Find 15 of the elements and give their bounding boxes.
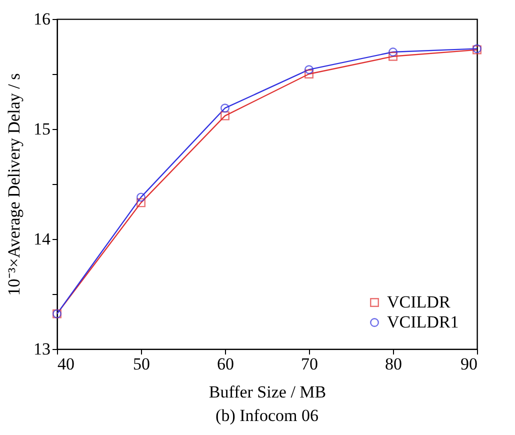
x-tick-label: 50 — [133, 354, 150, 374]
y-tick-label: 16 — [34, 10, 50, 28]
legend-label: VCILDR1 — [387, 312, 459, 332]
x-axis-title: Buffer Size / MB — [208, 382, 326, 402]
x-tick-label: 40 — [58, 354, 74, 374]
x-tick-label: 60 — [217, 354, 234, 374]
y-tick-label: 13 — [34, 340, 50, 358]
y-tick-label: 15 — [34, 120, 50, 138]
legend-label: VCILDR — [387, 292, 451, 312]
x-tick-label: 90 — [460, 354, 478, 374]
text: (b) Infocom 06 — [216, 406, 318, 425]
y-tick-label: 14 — [34, 230, 51, 248]
x-tick-label: 80 — [385, 354, 402, 374]
x-tick-label: 70 — [301, 354, 318, 374]
y-axis-title: 10⁻³×Average Delivery Delay / s — [4, 73, 24, 296]
